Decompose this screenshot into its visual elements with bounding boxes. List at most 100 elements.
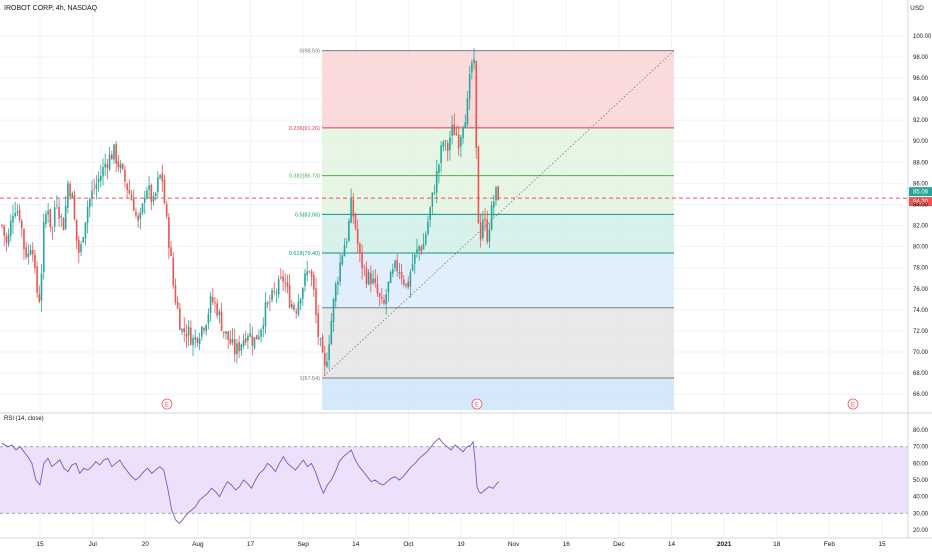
candle-body — [132, 199, 135, 211]
candle-body — [73, 194, 76, 220]
candle-body — [477, 146, 480, 224]
candle-body — [148, 185, 150, 190]
candle-body — [91, 190, 93, 199]
candle-body — [124, 169, 126, 182]
candle-body — [486, 219, 489, 242]
candle-body — [126, 183, 128, 190]
candle-body — [370, 272, 372, 285]
candle-body — [218, 311, 221, 315]
candle-body — [75, 219, 78, 241]
rsi-axis-tick-label: 20.00 — [913, 528, 929, 534]
candle-body — [18, 209, 21, 220]
candle-body — [12, 215, 14, 223]
fib-level-label: 0.236(91.26) — [289, 126, 320, 132]
candle-body — [27, 253, 30, 258]
candle-body — [286, 282, 289, 287]
candle-body — [113, 144, 115, 160]
fib-level-label: 0.618(79.40) — [289, 251, 320, 257]
candle-body — [45, 214, 47, 225]
candle-body — [451, 124, 453, 136]
candle-body — [262, 325, 265, 330]
candle-body — [58, 206, 60, 219]
candle-body — [297, 302, 300, 315]
candle-body — [102, 167, 104, 177]
candle-body — [475, 61, 478, 148]
candle-body — [181, 328, 183, 332]
fib-zone — [322, 252, 674, 308]
candle-body — [194, 337, 197, 340]
candle-body — [7, 234, 10, 245]
candle-body — [34, 254, 36, 268]
candle-body — [255, 335, 258, 340]
time-axis-tick-label: 20 — [142, 541, 150, 548]
candle-body — [143, 197, 146, 203]
candle-body — [460, 136, 462, 147]
time-axis-tick-label: 18 — [773, 541, 781, 548]
price-axis-tick-label: 94.00 — [913, 97, 929, 103]
fib-level-label: 0.382(86.73) — [289, 174, 320, 180]
fib-zone — [322, 50, 674, 128]
time-axis-tick-label: 15 — [878, 541, 886, 548]
time-axis-tick-label: 15 — [36, 541, 44, 548]
candle-body — [273, 291, 276, 293]
candle-body — [453, 124, 456, 136]
fib-zone — [322, 214, 674, 253]
candle-body — [100, 175, 102, 181]
price-axis-tick-label: 70.00 — [913, 350, 929, 356]
candle-body — [435, 170, 438, 193]
candle-body — [216, 303, 218, 316]
candle-body — [326, 361, 328, 367]
candle-body — [170, 247, 172, 257]
candle-body — [444, 141, 447, 142]
price-axis-tick-label: 66.00 — [913, 392, 929, 398]
candle-body — [301, 287, 304, 299]
candle-body — [345, 242, 348, 244]
fib-zone — [322, 377, 674, 410]
candle-body — [62, 217, 65, 231]
candle-body — [128, 189, 131, 194]
candle-body — [361, 251, 363, 269]
price-axis-tick-label: 92.00 — [913, 118, 929, 124]
candle-body — [495, 187, 497, 201]
price-axis-tick-label: 98.00 — [913, 55, 929, 61]
candle-body — [56, 205, 58, 207]
candle-body — [497, 186, 500, 200]
candle-body — [352, 199, 355, 217]
candle-body — [442, 142, 445, 147]
fibonacci-retracement[interactable]: 0(98.59) 0.236(91.26) 0.382(86.73) 0.5(83.0… — [289, 49, 675, 410]
candle-body — [211, 297, 214, 303]
earnings-marker-label: E — [851, 403, 855, 409]
candle-body — [258, 336, 260, 340]
candle-body — [383, 300, 385, 304]
candle-body — [161, 173, 164, 182]
candle-body — [317, 313, 319, 337]
candle-body — [275, 292, 278, 294]
candle-body — [200, 326, 203, 337]
candle-body — [431, 192, 434, 207]
price-axis-tick-label: 68.00 — [913, 371, 929, 377]
candle-body — [64, 205, 67, 229]
candle-body — [185, 334, 188, 337]
time-axis-tick-label: 2021 — [717, 541, 732, 548]
candle-body — [374, 278, 377, 283]
candle-body — [457, 134, 460, 149]
candle-body — [93, 188, 96, 190]
candle-body — [20, 220, 23, 229]
candle-body — [323, 353, 326, 366]
candle-body — [205, 324, 207, 331]
candle-body — [295, 311, 298, 313]
price-axis-tick-label: 86.00 — [913, 181, 929, 187]
candle-body — [141, 203, 144, 213]
rsi-pane — [0, 437, 908, 524]
candle-body — [176, 301, 179, 309]
candle-body — [157, 177, 159, 192]
candle-body — [260, 329, 262, 337]
fib-zone — [322, 127, 674, 176]
rsi-axis-tick-label: 60.00 — [913, 461, 929, 467]
candle-body — [321, 336, 324, 353]
candle-body — [334, 283, 337, 302]
price-axis-tick-label: 100.00 — [913, 34, 932, 40]
candle-body — [49, 208, 52, 228]
